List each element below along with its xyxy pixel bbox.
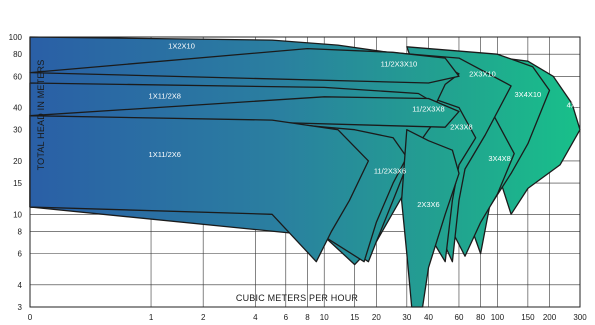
x-tick-label: 8 [305, 313, 310, 322]
y-tick-label: 80 [13, 50, 22, 59]
y-tick-label: 40 [13, 104, 22, 113]
pump-label-11-2x3x6: 11/2X3X6 [374, 166, 406, 175]
x-tick-label: 15 [350, 313, 359, 322]
pump-region-2x3x6 [400, 129, 460, 308]
x-tick-label: 150 [521, 313, 535, 322]
x-tick-label: 0 [28, 313, 33, 322]
x-tick-label: 30 [402, 313, 411, 322]
y-tick-label: 100 [9, 33, 23, 42]
y-tick-label: 4 [18, 281, 23, 290]
pump-label-1x11-2x8: 1X11/2X8 [149, 91, 181, 100]
x-tick-label: 2 [201, 313, 206, 322]
x-tick-label: 6 [284, 313, 289, 322]
pump-label-11-2x3x8: 11/2X3X8 [412, 105, 444, 114]
pump-regions [29, 36, 581, 308]
x-axis-title: CUBIC METERS PER HOUR [236, 293, 359, 303]
y-tick-label: 30 [13, 126, 22, 135]
pump-label-1x2x10: 1X2X10 [168, 42, 195, 51]
pump-region-11-2x3x8 [29, 96, 460, 128]
pump-label-3x4x8: 3X4X8 [488, 154, 511, 163]
x-tick-label: 60 [455, 313, 464, 322]
pump-label-2x3x8: 2X3X8 [450, 123, 473, 132]
pump-label-3x4x10: 3X4X10 [515, 90, 542, 99]
y-tick-label: 20 [13, 157, 22, 166]
x-tick-label: 10 [320, 313, 329, 322]
pump-label-11-2x3x10: 11/2X3X10 [381, 60, 418, 69]
y-tick-label: 15 [13, 179, 22, 188]
x-tick-label: 4 [253, 313, 258, 322]
pump-label-1x11-2x6: 1X11/2X6 [149, 150, 181, 159]
x-tick-label: 300 [573, 313, 587, 322]
x-tick-label: 1 [149, 313, 154, 322]
x-tick-label: 80 [476, 313, 485, 322]
pump-labels: 4X4X103X4X103X4X82X3X102X3X81X2X101X11/2… [149, 42, 594, 209]
x-tick-label: 40 [424, 313, 433, 322]
y-tick-label: 3 [18, 303, 23, 312]
y-axis-title: TOTAL HEAD IN METERS [36, 60, 46, 171]
pump-region-1x11-2x6 [29, 115, 370, 263]
pump-label-2x3x10: 2X3X10 [469, 69, 496, 78]
pump-label-2x3x6: 2X3X6 [417, 200, 440, 209]
y-tick-label: 8 [18, 227, 23, 236]
x-tick-label: 100 [491, 313, 505, 322]
x-tick-label: 200 [543, 313, 557, 322]
plot-frame [29, 36, 581, 308]
y-tick-label: 10 [13, 210, 22, 219]
axis-ticks: 0 1 2 4 6 8 10 15 20 30 40 60 80 100 150 200 300 3 4 6 8 10 15… [9, 33, 588, 322]
x-tick-label: 20 [372, 313, 381, 322]
y-tick-label: 6 [18, 250, 23, 259]
y-tick-label: 60 [13, 72, 22, 81]
